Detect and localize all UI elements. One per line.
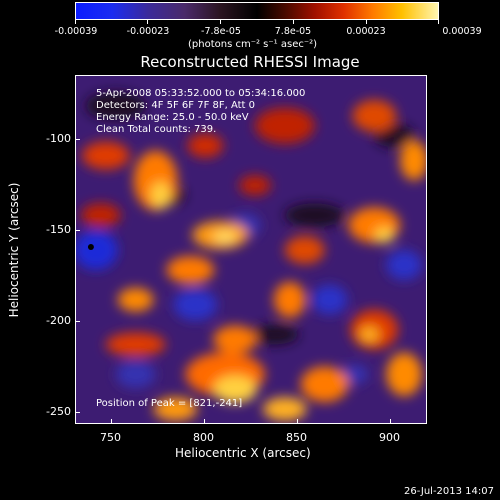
x-tick-mark (111, 419, 112, 424)
y-tick-mark (75, 230, 80, 231)
x-tick-label: 850 (286, 431, 307, 444)
y-axis-label: Heliocentric Y (arcsec) (7, 182, 21, 318)
y-tick-mark (75, 321, 80, 322)
colorbar-tick-mark (438, 20, 439, 24)
colorbar-tick-label: -0.00023 (126, 26, 170, 37)
info-clean-counts: Clean Total counts: 739. (96, 124, 217, 135)
y-tick-label: -250 (46, 405, 71, 418)
plot-timestamp: 26-Jul-2013 14:07 (403, 486, 494, 497)
colorbar-units: (photons cm⁻² s⁻¹ asec⁻²) (188, 39, 318, 50)
colorbar-tick-mark (366, 20, 367, 24)
colorbar-tick-mark (75, 20, 76, 24)
info-detectors: Detectors: 4F 5F 6F 7F 8F, Att 0 (96, 100, 256, 111)
y-tick-label: -100 (46, 132, 71, 145)
colorbar-tick-label: 7.8e-05 (274, 26, 312, 37)
colorbar-tick-label: 0.00039 (442, 26, 482, 37)
y-tick-label: -150 (46, 223, 71, 236)
x-tick-label: 800 (193, 431, 214, 444)
colorbar-tick-mark (220, 20, 221, 24)
heatmap-image (76, 76, 426, 423)
x-axis-label: Heliocentric X (arcsec) (175, 446, 311, 460)
image-title: Reconstructed RHESSI Image (140, 53, 360, 71)
info-peak-position: Position of Peak = [821,-241] (96, 398, 243, 409)
x-tick-label: 750 (100, 431, 121, 444)
y-tick-mark (75, 412, 80, 413)
image-plot: 5-Apr-2008 05:33:52.000 to 05:34:16.000 … (75, 75, 427, 424)
colorbar (75, 2, 439, 20)
colorbar-tick-mark (147, 20, 148, 24)
colorbar-tick-mark (293, 20, 294, 24)
x-tick-mark (297, 419, 298, 424)
colorbar-tick-label: -7.8e-05 (201, 26, 241, 37)
colorbar-tick-label: 0.00023 (346, 26, 386, 37)
info-energy-range: Energy Range: 25.0 - 50.0 keV (96, 112, 249, 123)
x-tick-mark (390, 419, 391, 424)
info-time-range: 5-Apr-2008 05:33:52.000 to 05:34:16.000 (96, 88, 306, 99)
colorbar-tick-label: -0.00039 (54, 26, 98, 37)
y-tick-mark (75, 139, 80, 140)
x-tick-label: 900 (379, 431, 400, 444)
x-tick-mark (204, 419, 205, 424)
y-tick-label: -200 (46, 314, 71, 327)
